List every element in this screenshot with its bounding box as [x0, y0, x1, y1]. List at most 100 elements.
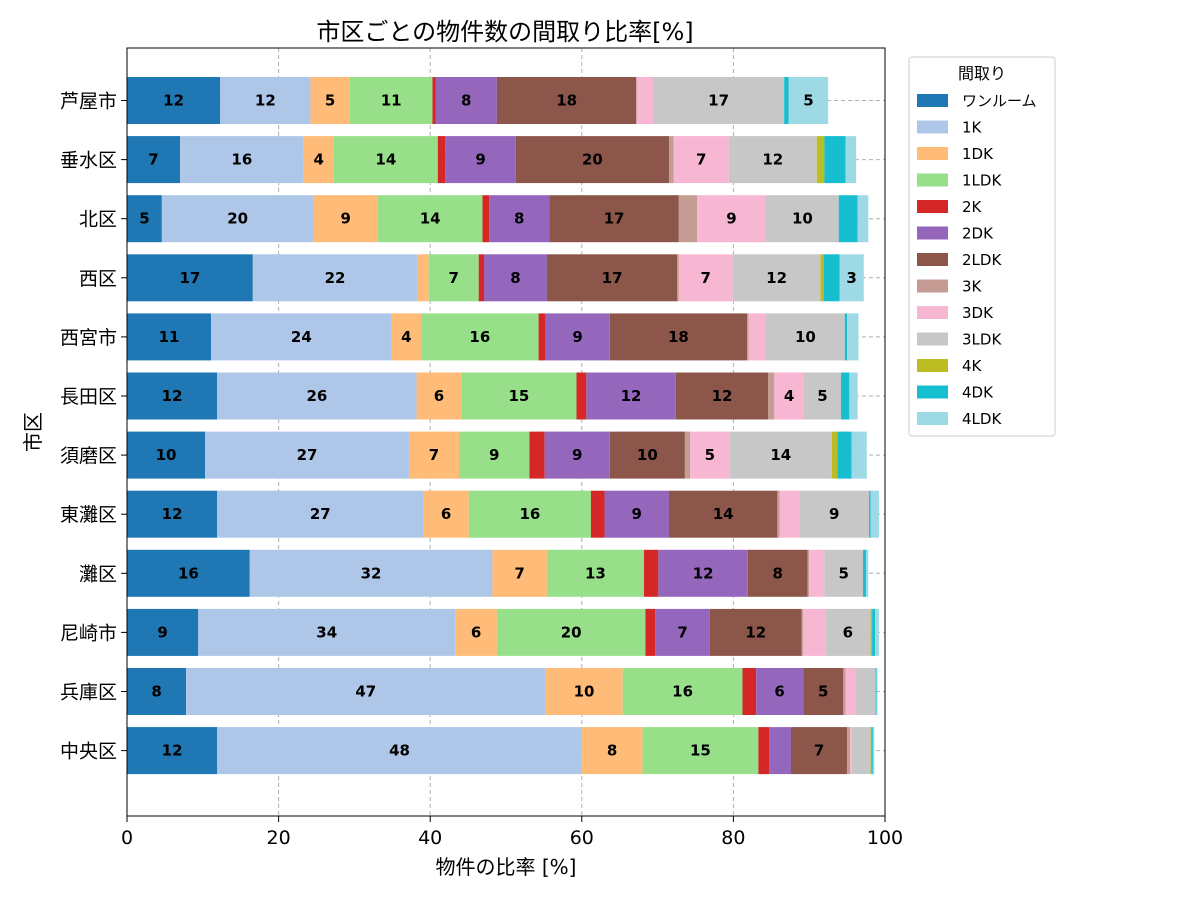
- bar-segment-11-0: [127, 727, 218, 775]
- bar-segment-10-5: [756, 668, 804, 715]
- bar-label-9-0: 9: [157, 623, 167, 641]
- bar-label-4-5: 9: [572, 328, 582, 346]
- bar-segment-2-6: [549, 195, 679, 243]
- bar-segment-8-2: [492, 549, 547, 597]
- bar-segment-4-0: [127, 313, 212, 361]
- bar-label-2-9: 10: [792, 210, 813, 228]
- x-tick-label-4: 80: [721, 827, 745, 849]
- bar-segment-9-5: [655, 608, 710, 656]
- legend-label-3: 1LDK: [962, 172, 1002, 190]
- bar-label-1-3: 14: [375, 151, 396, 169]
- bar-label-11-3: 15: [690, 742, 711, 760]
- bar-segment-9-0: [127, 608, 199, 656]
- bar-label-9-1: 34: [316, 623, 337, 641]
- bar-segment-0-12: [788, 77, 829, 124]
- y-tick-label-7: 東灘区: [60, 504, 117, 526]
- bar-segment-11-1: [217, 727, 582, 775]
- bar-label-1-2: 4: [314, 151, 324, 169]
- bar-segment-2-7: [678, 195, 698, 243]
- legend-swatch-12: [917, 412, 948, 425]
- bar-label-0-12: 5: [803, 92, 813, 110]
- bar-segment-5-8: [774, 372, 804, 420]
- bar-segment-1-3: [333, 136, 438, 184]
- legend-label-11: 4DK: [962, 384, 994, 402]
- bar-label-10-5: 6: [774, 683, 784, 701]
- bar-label-6-1: 27: [297, 446, 318, 464]
- bar-segment-1-2: [303, 136, 334, 184]
- bar-segment-3-0: [127, 254, 253, 302]
- bar-segment-7-12: [870, 490, 879, 538]
- bar-segment-10-1: [186, 668, 546, 715]
- legend-swatch-4: [917, 200, 948, 213]
- bar-label-10-1: 47: [355, 683, 376, 701]
- bar-segment-1-5: [445, 136, 516, 184]
- bar-label-4-3: 16: [469, 328, 490, 346]
- legend-label-1: 1K: [962, 119, 983, 137]
- bar-segment-9-10: [870, 608, 873, 656]
- y-tick-label-2: 北区: [79, 209, 117, 231]
- bar-segment-1-8: [673, 136, 729, 184]
- bar-label-6-2: 7: [429, 446, 439, 464]
- bar-segment-2-3: [377, 195, 483, 243]
- bar-label-6-6: 10: [637, 446, 658, 464]
- bar-label-0-0: 12: [163, 92, 184, 110]
- plot-frame: [126, 47, 886, 817]
- bar-label-0-2: 5: [325, 92, 335, 110]
- bar-label-2-1: 20: [227, 210, 248, 228]
- bar-segment-0-2: [310, 77, 350, 124]
- bar-segment-10-2: [545, 668, 623, 715]
- bar-label-7-9: 9: [829, 505, 839, 523]
- bar-segment-3-9: [732, 254, 821, 302]
- y-axis-label: 市区: [21, 412, 45, 452]
- bar-segment-11-2: [581, 727, 643, 775]
- bar-segment-5-6: [675, 372, 769, 420]
- bar-segment-10-6: [803, 668, 844, 715]
- bar-segment-3-12: [839, 254, 864, 302]
- y-tick-label-5: 長田区: [60, 386, 117, 408]
- x-axis-label: 物件の比率 [%]: [436, 855, 577, 879]
- bar-segment-10-10: [875, 668, 876, 715]
- y-tick-label-8: 灘区: [79, 563, 117, 585]
- bar-label-7-3: 16: [519, 505, 540, 523]
- bar-segment-6-0: [127, 431, 206, 479]
- bar-segment-10-4: [742, 668, 757, 715]
- legend-swatch-1: [917, 120, 948, 134]
- bar-segment-0-6: [496, 77, 637, 124]
- bar-label-5-2: 6: [434, 387, 444, 405]
- bar-label-8-2: 7: [514, 564, 524, 582]
- x-tick-label-1: 20: [267, 827, 291, 849]
- legend-label-4: 2K: [962, 198, 983, 216]
- bar-segment-6-5: [544, 431, 610, 479]
- bar-segment-1-9: [728, 136, 817, 184]
- bar-segment-2-11: [838, 195, 858, 243]
- bar-segment-11-9: [851, 727, 871, 775]
- bar-label-7-1: 27: [310, 505, 331, 523]
- bar-label-2-5: 8: [514, 210, 524, 228]
- bar-segment-5-0: [127, 372, 218, 420]
- bar-segment-8-6: [747, 549, 808, 597]
- bar-label-6-0: 10: [156, 446, 177, 464]
- bar-segment-7-1: [217, 490, 424, 538]
- y-tick-label-11: 中央区: [60, 741, 117, 763]
- x-axis-ticks: 0 20 40 60 80 100: [121, 816, 903, 849]
- bar-segment-3-11: [823, 254, 840, 302]
- bar-segment-8-12: [866, 549, 869, 597]
- bar-label-5-8: 4: [784, 387, 794, 405]
- bar-segment-5-1: [217, 372, 417, 420]
- bar-label-7-2: 6: [441, 505, 451, 523]
- bar-segment-5-2: [416, 372, 462, 420]
- bar-label-4-9: 10: [795, 328, 816, 346]
- bar-segment-7-4: [590, 490, 605, 538]
- bar-segment-0-3: [349, 77, 433, 124]
- bar-segment-10-12: [876, 668, 878, 715]
- bar-segment-0-0: [127, 77, 221, 124]
- bar-segment-6-12: [851, 431, 867, 479]
- y-tick-label-10: 兵庫区: [60, 682, 117, 704]
- legend-frame: [908, 56, 1056, 437]
- x-tick-label-5: 100: [867, 827, 903, 849]
- y-tick-label-9: 尼崎市: [60, 622, 117, 644]
- y-tick-label-4: 西宮市: [60, 327, 117, 349]
- bar-label-7-6: 14: [713, 505, 734, 523]
- bar-label-8-3: 13: [585, 564, 606, 582]
